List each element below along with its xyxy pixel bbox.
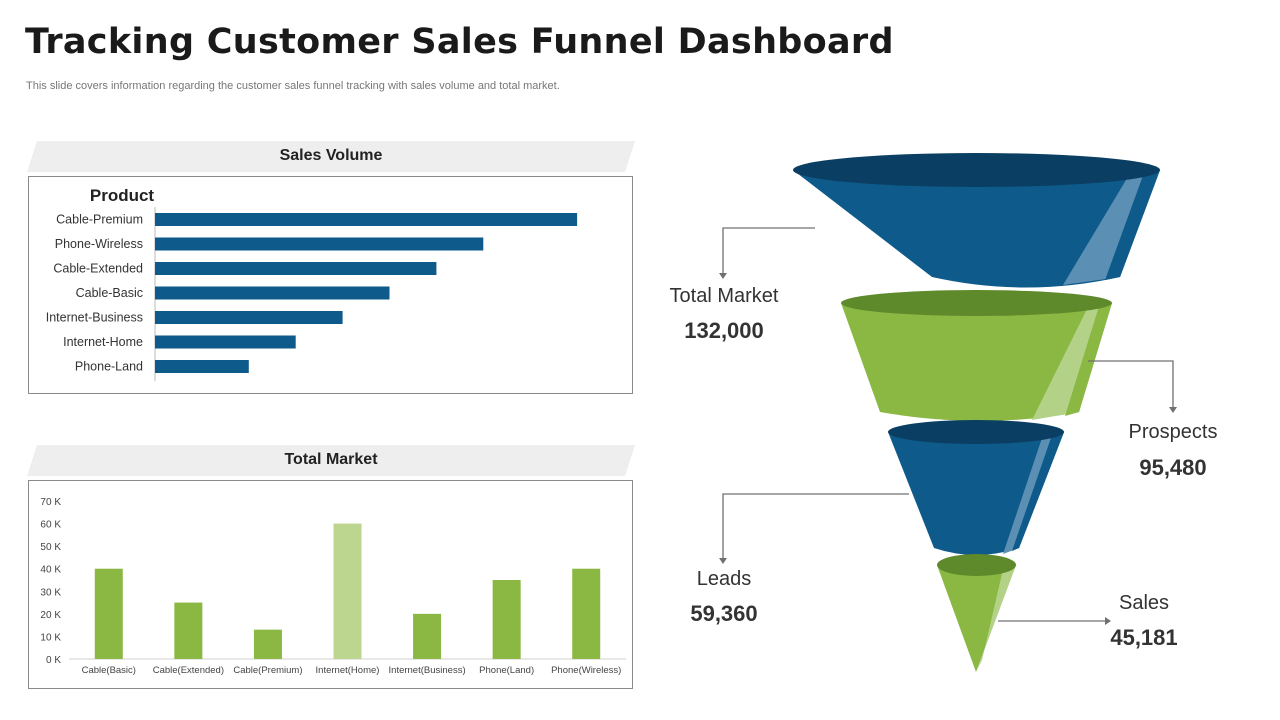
sales-volume-category-label: Cable-Extended <box>53 262 143 276</box>
total-market-header: Total Market <box>27 445 635 476</box>
total-market-y-tick: 40 K <box>40 565 61 576</box>
total-market-bar-internet-home <box>333 523 362 659</box>
total-market-category-label: Phone(Wireless) <box>551 665 621 676</box>
callout-sales-label: Sales <box>1118 592 1170 614</box>
total-market-category-label: Cable(Basic) <box>82 665 136 676</box>
total-market-y-tick: 0 K <box>46 655 61 666</box>
total-market-y-tick: 30 K <box>40 587 61 598</box>
funnel-stage-sales <box>937 554 1016 672</box>
total-market-svg: 0 K 10 K 20 K 30 K 40 K 50 K 60 K 70 K Cable(Bas… <box>40 497 626 676</box>
sales-volume-category-label: Cable-Premium <box>56 213 143 227</box>
total-market-bar-cable-extended <box>174 602 203 659</box>
callout-leads-value: 59,360 <box>690 601 758 626</box>
total-market-bar-cable-basic <box>94 568 123 659</box>
sales-volume-category-label: Internet-Home <box>63 335 143 349</box>
callout-sales-value: 45,181 <box>1110 625 1178 650</box>
sales-volume-bar-phone-land <box>155 360 249 373</box>
sales-volume-header: Sales Volume <box>27 141 635 172</box>
total-market-bar-internet-business <box>413 613 442 659</box>
callout-total-market-label: Total Market <box>669 285 779 307</box>
total-market-category-label: Internet(Home) <box>316 665 380 676</box>
total-market-bar-cable-premium <box>253 629 282 659</box>
funnel-stage-prospects <box>841 290 1112 421</box>
funnel-stage-leads <box>888 420 1064 555</box>
total-market-chart: 0 K 10 K 20 K 30 K 40 K 50 K 60 K 70 K Cable(Bas… <box>28 480 633 689</box>
total-market-y-tick: 50 K <box>40 542 61 553</box>
funnel-connectors <box>722 227 1174 622</box>
sales-volume-bar-internet-business <box>155 311 343 324</box>
sales-volume-axis-label: Product <box>90 186 155 205</box>
sales-volume-chart: Product Cable-Premium Phone-Wireless Cable… <box>28 176 633 394</box>
sales-volume-bar-cable-extended <box>155 262 437 275</box>
sales-volume-bar-cable-premium <box>155 213 578 226</box>
page-title: Tracking Customer Sales Funnel Dashboard <box>25 22 894 62</box>
total-market-category-label: Cable(Extended) <box>153 665 224 676</box>
sales-volume-category-label: Phone-Land <box>75 360 143 374</box>
sales-volume-title: Sales Volume <box>279 147 383 164</box>
total-market-bar-phone-land <box>492 580 521 659</box>
funnel-arrowheads <box>719 273 1177 625</box>
callout-leads-label: Leads <box>696 568 752 590</box>
sales-volume-svg: Product Cable-Premium Phone-Wireless Cable… <box>46 186 578 381</box>
total-market-category-label: Phone(Land) <box>479 665 534 676</box>
callout-prospects-label: Prospects <box>1128 421 1218 443</box>
sales-volume-bar-phone-wireless <box>155 237 484 251</box>
total-market-title: Total Market <box>284 451 378 468</box>
sales-volume-bar-internet-home <box>155 335 296 349</box>
sales-volume-category-label: Phone-Wireless <box>55 237 143 251</box>
total-market-y-tick: 20 K <box>40 610 61 621</box>
callout-prospects-value: 95,480 <box>1139 455 1207 480</box>
total-market-y-tick: 70 K <box>40 497 61 508</box>
total-market-category-label: Internet(Business) <box>389 665 466 676</box>
page-subtitle: This slide covers information regarding … <box>26 80 560 92</box>
funnel-stage-total-market <box>793 153 1160 288</box>
total-market-y-tick: 10 K <box>40 632 61 643</box>
sales-volume-category-label: Cable-Basic <box>76 286 143 300</box>
total-market-category-label: Cable(Premium) <box>233 665 302 676</box>
sales-funnel <box>719 153 1177 672</box>
total-market-bar-phone-wireless <box>572 568 601 659</box>
sales-volume-category-label: Internet-Business <box>46 311 143 325</box>
sales-volume-bar-cable-basic <box>155 286 390 300</box>
callout-total-market-value: 132,000 <box>684 318 764 343</box>
total-market-y-tick: 60 K <box>40 520 61 531</box>
